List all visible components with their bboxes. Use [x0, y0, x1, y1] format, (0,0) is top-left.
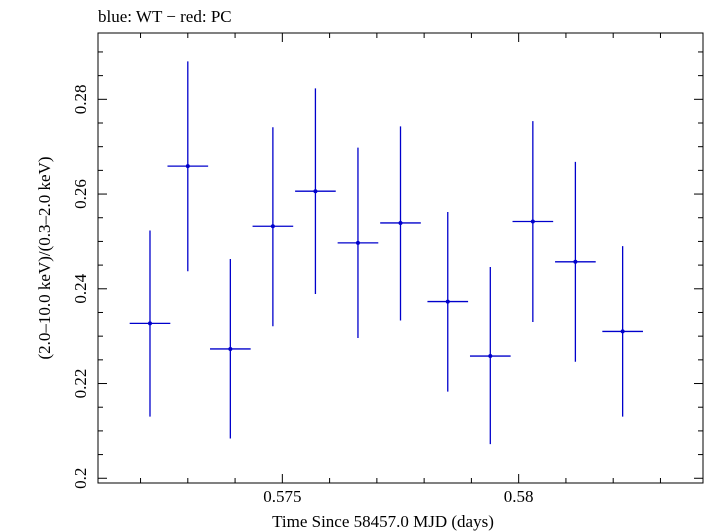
point-marker: [530, 219, 535, 224]
point-marker: [445, 299, 450, 304]
point-marker: [313, 189, 318, 194]
data-point: [295, 88, 336, 294]
data-point: [469, 267, 511, 445]
point-marker: [147, 321, 152, 326]
point-marker: [185, 164, 190, 169]
data-point: [602, 246, 643, 417]
point-marker: [488, 354, 493, 359]
data-point: [555, 161, 596, 362]
plot-frame: [97, 32, 704, 484]
data-points: [129, 61, 643, 445]
tick-labels: 0.575 0.58 0.2 0.22 0.24 0.26 0.28: [71, 84, 534, 506]
data-point: [337, 147, 379, 339]
data-point: [512, 121, 554, 322]
data-point: [167, 61, 209, 272]
y-tick-label: 0.2: [71, 468, 90, 489]
point-marker: [573, 259, 578, 264]
axis-ticks: [98, 33, 703, 483]
x-tick-label: 0.575: [263, 487, 301, 506]
point-marker: [270, 224, 275, 229]
y-tick-label: 0.28: [71, 84, 90, 114]
y-axis-label: (2.0–10.0 keV)/(0.3–2.0 keV): [35, 156, 54, 359]
point-marker: [620, 329, 625, 334]
point-marker: [228, 346, 233, 351]
data-point: [129, 230, 171, 417]
y-tick-label: 0.24: [71, 273, 90, 303]
point-marker: [398, 220, 403, 225]
data-point: [427, 212, 469, 392]
x-tick-label: 0.58: [504, 487, 534, 506]
data-point: [210, 258, 251, 439]
point-marker: [355, 240, 360, 245]
data-point: [252, 127, 294, 327]
x-axis-label: Time Since 58457.0 MJD (days): [272, 512, 494, 531]
data-point: [380, 126, 421, 321]
chart-title: blue: WT − red: PC: [98, 7, 232, 26]
y-tick-label: 0.22: [71, 369, 90, 399]
y-tick-label: 0.26: [71, 179, 90, 209]
